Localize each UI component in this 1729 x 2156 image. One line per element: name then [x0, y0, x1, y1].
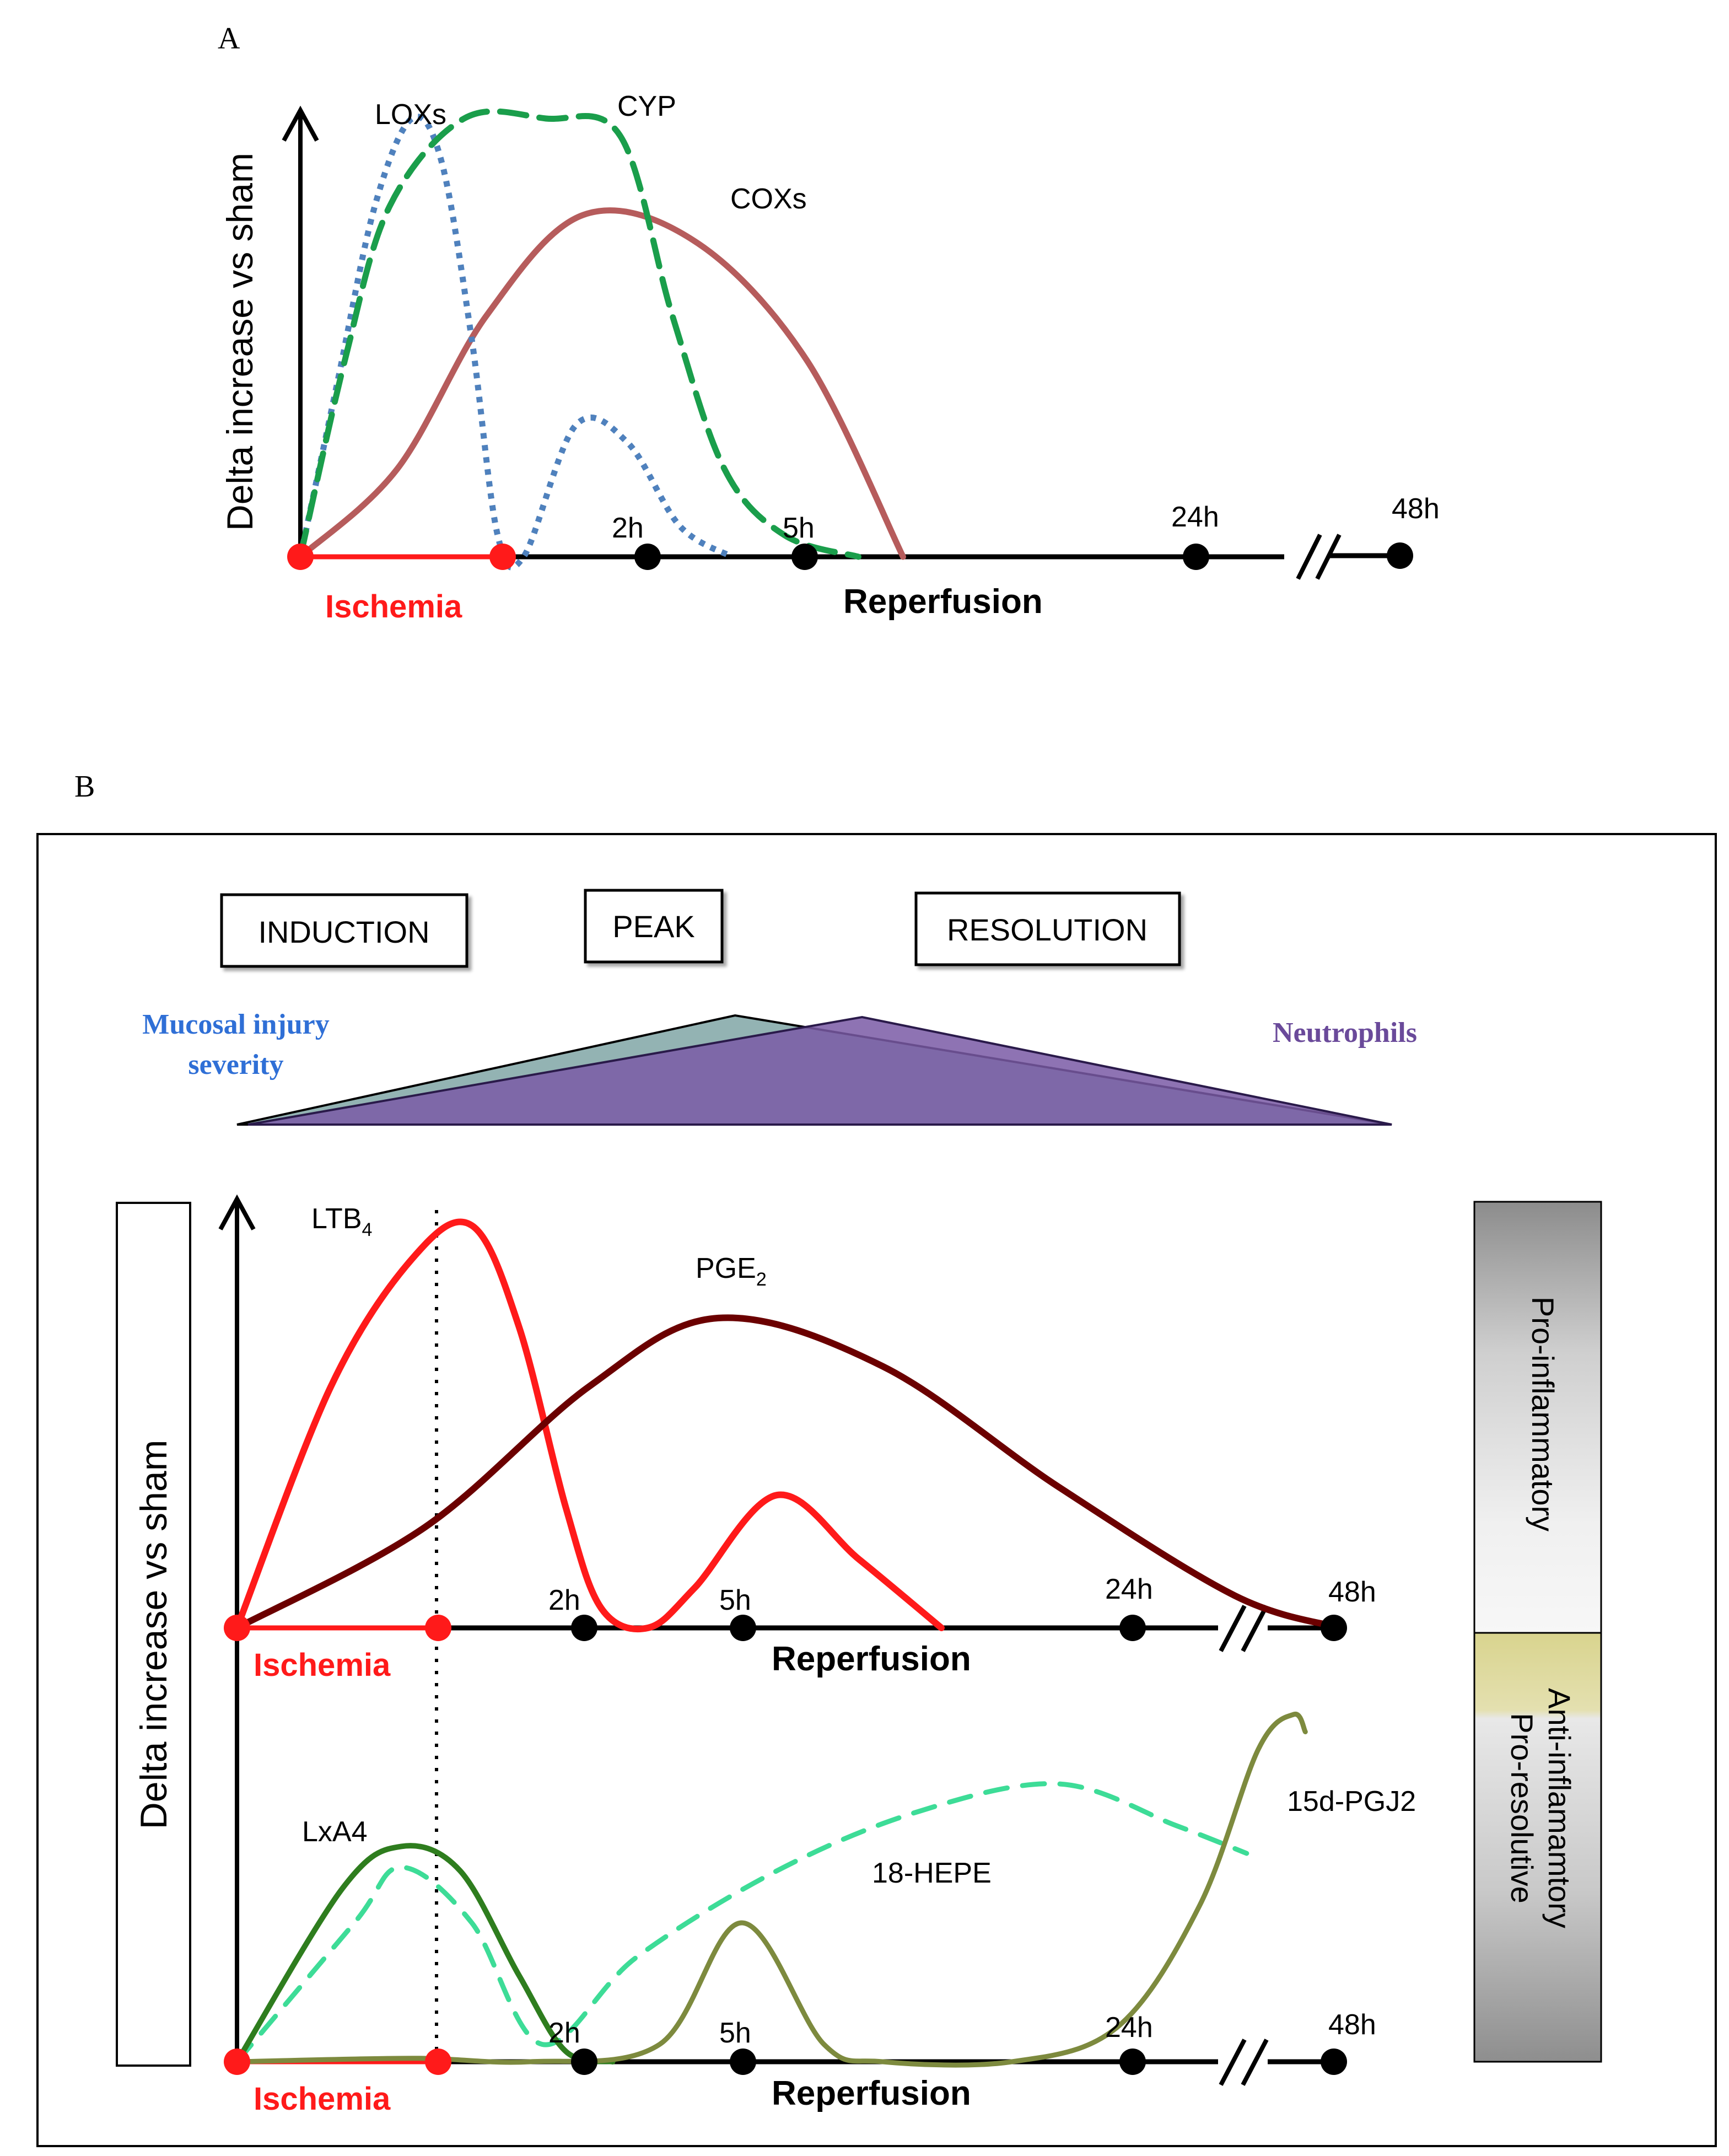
panel-a-2h-dot	[634, 544, 661, 570]
panel-a-axis-break-1	[1296, 534, 1322, 580]
b1-48h-dot	[1321, 1615, 1347, 1641]
series-label-15d-pgj2: 15d-PGJ2	[1287, 1786, 1416, 1818]
panel-b-label: B	[74, 770, 95, 804]
panel-a-tick-5h: 5h	[783, 512, 815, 544]
b2-ischemia-label: Ischemia	[254, 2081, 391, 2117]
mucosal-injury-label-line1: Mucosal injury	[142, 1009, 329, 1040]
b1-reperfusion-label: Reperfusion	[772, 1640, 971, 1678]
panel-b-y-label-box	[116, 1202, 191, 2067]
induction-label: INDUCTION	[258, 915, 429, 949]
b1-tick-48h: 48h	[1328, 1576, 1376, 1608]
neutrophils-triangle	[247, 1015, 1392, 1126]
panel-a-reperfusion-label: Reperfusion	[843, 583, 1043, 621]
pro-inflammatory-bar	[1473, 1201, 1602, 1634]
pro-inflammatory-label: Pro-inflammatory	[1526, 1297, 1560, 1531]
b2-tick-24h: 24h	[1105, 2012, 1153, 2044]
b2-tick-2h: 2h	[548, 2017, 580, 2049]
series-line-15d-pgj2	[234, 1712, 1308, 2068]
panel-a-ischemia-end-dot	[489, 544, 516, 570]
anti-inflammatory-label-line2: Pro-resolutive	[1505, 1713, 1539, 1903]
panel-a-tick-24h: 24h	[1171, 501, 1219, 533]
resolution-box	[914, 891, 1181, 966]
panel-a-curves	[297, 108, 906, 571]
b2-reperfusion-label: Reperfusion	[772, 2074, 971, 2112]
panel-a-ischemia-label: Ischemia	[325, 589, 462, 625]
series-line-cyp	[297, 108, 861, 560]
b2-ischemia-end-dot	[425, 2049, 451, 2075]
b1-tick-2h: 2h	[548, 1584, 580, 1616]
panel-b-curves	[234, 1218, 1344, 2068]
b2-24h-dot	[1119, 2049, 1146, 2075]
series-label-ltb4: LTB4	[311, 1203, 372, 1240]
induction-box	[220, 893, 468, 968]
b1-ischemia-label: Ischemia	[254, 1647, 391, 1683]
panel-a-tick-2h: 2h	[612, 512, 644, 544]
panel-a-label: A	[218, 21, 240, 56]
panel-a-ischemia-start-dot	[287, 544, 314, 570]
series-line-pge	[234, 1314, 1344, 1631]
b1-24h-dot	[1119, 1615, 1146, 1641]
panel-a-y-axis-label: Delta increase vs sham	[219, 153, 260, 531]
panel-b-y-axis-arrowhead	[218, 1194, 256, 1230]
series-label-pge2: PGE2	[696, 1252, 767, 1290]
b2-2h-dot	[571, 2049, 597, 2075]
b1-2h-dot	[571, 1615, 597, 1641]
b2-tick-48h: 48h	[1328, 2009, 1376, 2041]
b2-48h-dot	[1321, 2049, 1347, 2075]
series-line-ltb	[234, 1218, 945, 1633]
b2-tick-5h: 5h	[719, 2017, 751, 2049]
series-label-lxa4: LxA4	[302, 1816, 368, 1848]
b1-tick-24h: 24h	[1105, 1573, 1153, 1605]
panel-b: B INDUCTION PEAK RESOLUTION Mucosal inju…	[36, 770, 1717, 2147]
series-line-loxs	[297, 114, 734, 571]
panel-a-tick-48h: 48h	[1392, 493, 1440, 525]
panel-b-frame	[36, 833, 1717, 2147]
neutrophils-label: Neutrophils	[1273, 1017, 1417, 1049]
panel-a-axis-break-2	[1315, 534, 1342, 580]
panel-a-series-label-loxs: LOXs	[375, 99, 446, 131]
b2-5h-dot	[730, 2049, 756, 2075]
b1-axis-break-1	[1219, 1605, 1247, 1652]
b1-tick-5h: 5h	[719, 1584, 751, 1616]
panel-a: A Delta increase vs sham 2h 5h 24h 48h I…	[218, 21, 1440, 625]
series-line-lxa4	[234, 1843, 616, 2064]
anti-inflammatory-bar	[1473, 1632, 1602, 2063]
b1-ischemia-start-dot	[224, 1615, 250, 1641]
panel-a-series-label-cyp: CYP	[617, 90, 676, 122]
b1-5h-dot	[730, 1615, 756, 1641]
panel-a-48h-dot	[1387, 542, 1413, 569]
panel-b-y-axis-label: Delta increase vs sham	[133, 1440, 175, 1830]
series-label-18-hepe: 18-HEPE	[872, 1857, 992, 1889]
peak-box	[584, 889, 724, 964]
panel-a-24h-dot	[1183, 544, 1209, 570]
peak-label: PEAK	[612, 909, 694, 944]
resolution-label: RESOLUTION	[947, 912, 1148, 947]
series-line-coxs	[297, 207, 906, 560]
panel-a-series-label-coxs: COXs	[730, 183, 807, 215]
b2-ischemia-start-dot	[224, 2049, 250, 2075]
b1-ischemia-end-dot	[425, 1615, 451, 1641]
b2-axis-break-2	[1241, 2039, 1269, 2086]
anti-inflammatory-label-line1: Anti-inflamamtory	[1542, 1688, 1577, 1928]
panel-a-5h-dot	[791, 544, 818, 570]
b1-axis-break-2	[1241, 1605, 1269, 1652]
b2-axis-break-1	[1219, 2039, 1247, 2086]
panel-a-y-axis-arrowhead	[282, 105, 319, 142]
mucosal-injury-label-line2: severity	[188, 1049, 283, 1080]
series-line-18-hepe	[234, 1781, 1249, 2064]
